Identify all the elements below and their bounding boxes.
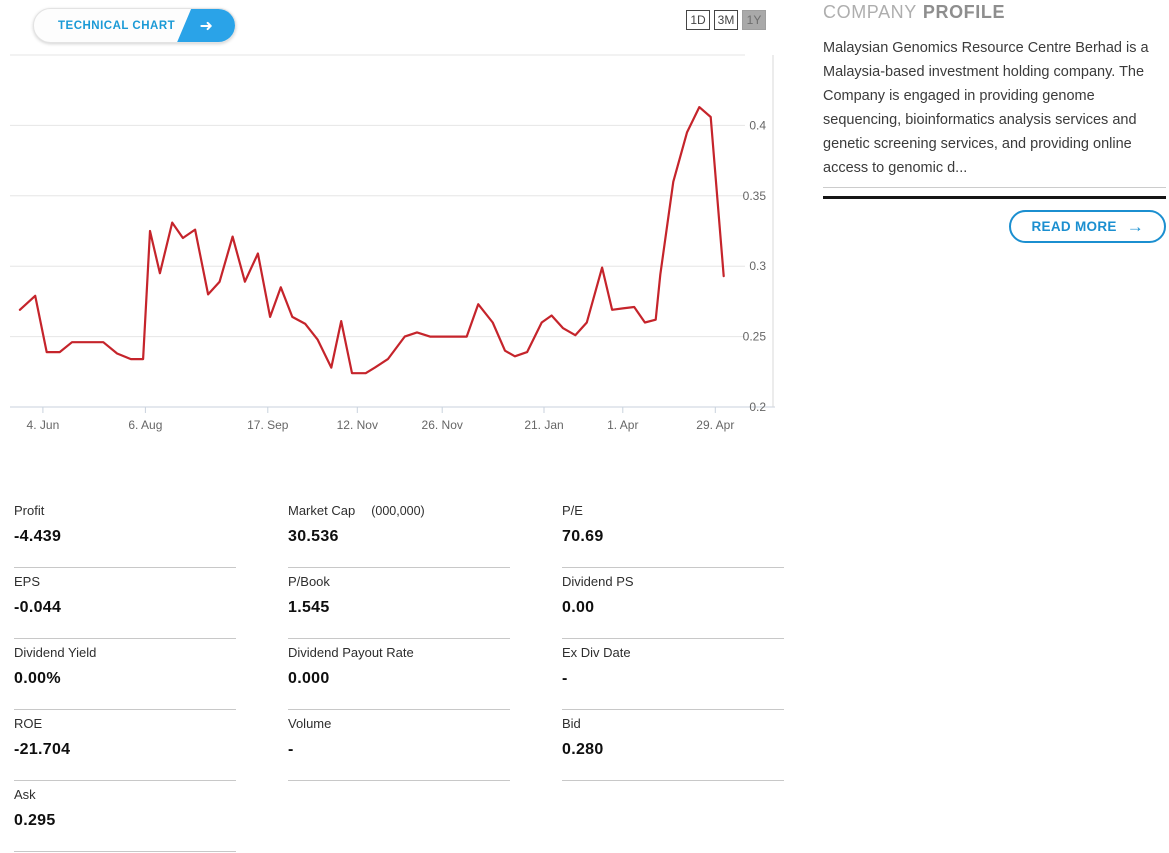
stat-label: Dividend Yield: [14, 645, 97, 660]
price-line: [18, 105, 725, 375]
y-axis-tick-label: 0.2: [749, 400, 766, 414]
stat-value: 0.295: [14, 812, 56, 829]
read-more-row: READ MORE →: [823, 210, 1166, 243]
stat-cell-dividend-ps: Dividend PS 0.00: [562, 568, 784, 639]
stat-value: 1.545: [288, 599, 330, 616]
stat-label: P/E: [562, 503, 583, 518]
read-more-label: READ MORE: [1031, 219, 1117, 234]
y-axis-tick-label: 0.35: [743, 189, 767, 203]
stat-label: ROE: [14, 716, 43, 731]
stat-cell-eps: EPS -0.044: [14, 568, 236, 639]
range-button-1y[interactable]: 1Y: [742, 10, 766, 30]
stat-cell-dividend-yield: Dividend Yield 0.00%: [14, 639, 236, 710]
stat-label: Ex Div Date: [562, 645, 631, 660]
stat-label: P/Book: [288, 574, 330, 589]
stat-label-suffix: (000,000): [371, 504, 425, 518]
stats-grid: Profit -4.439 Market Cap (000,000) 30.536 P/E…: [14, 497, 784, 852]
stat-cell-dividend-payout-rate: Dividend Payout Rate 0.000: [288, 639, 510, 710]
stat-label: Market Cap (000,000): [288, 503, 425, 518]
stat-value: -: [562, 670, 568, 687]
x-axis-tick-label: 4. Jun: [27, 418, 60, 432]
stat-label: Profit: [14, 503, 45, 518]
stat-value: 70.69: [562, 528, 604, 545]
x-axis-tick-label: 26. Nov: [422, 418, 463, 432]
range-button-1d[interactable]: 1D: [686, 10, 710, 30]
stat-value: 0.000: [288, 670, 330, 687]
stat-value: 0.00%: [14, 670, 61, 687]
x-axis-tick-label: 29. Apr: [696, 418, 734, 432]
profile-description: Malaysian Genomics Resource Centre Berha…: [823, 40, 1149, 176]
stat-cell-ask: Ask 0.295: [14, 781, 236, 852]
read-more-button[interactable]: READ MORE →: [1009, 210, 1166, 243]
x-axis-tick-label: 1. Apr: [607, 418, 638, 432]
stat-cell-p-e: P/E 70.69: [562, 497, 784, 568]
y-axis-tick-label: 0.3: [749, 259, 766, 273]
x-axis-tick-label: 6. Aug: [128, 418, 162, 432]
x-axis-tick-label: 21. Jan: [524, 418, 563, 432]
arrow-right-icon: →: [1126, 216, 1144, 236]
price-chart[interactable]: 0.2 0.25 0.3 0.35 0.4 4. Jun 6. Aug 17. Sep 12. …: [0, 45, 795, 437]
range-button-3m[interactable]: 3M: [714, 10, 738, 30]
stat-cell-roe: ROE -21.704: [14, 710, 236, 781]
stat-value: -0.044: [14, 599, 62, 616]
stat-label: Dividend PS: [562, 574, 634, 589]
stat-cell-market-cap: Market Cap (000,000) 30.536: [288, 497, 510, 568]
stat-cell-ex-div-date: Ex Div Date -: [562, 639, 784, 710]
stat-value: 30.536: [288, 528, 339, 545]
stat-label: Dividend Payout Rate: [288, 645, 414, 660]
technical-chart-label: TECHNICAL CHART: [58, 19, 176, 32]
divider-thin: [823, 187, 1166, 188]
x-axis-tick-label: 12. Nov: [337, 418, 378, 432]
stat-cell-empty: [562, 781, 784, 852]
stat-cell-profit: Profit -4.439: [14, 497, 236, 568]
profile-title-bold: PROFILE: [922, 2, 1006, 22]
stat-cell-volume: Volume -: [288, 710, 510, 781]
range-button-group: 1D 3M 1Y: [686, 10, 766, 30]
divider-thick: [823, 196, 1166, 199]
stat-label: Ask: [14, 787, 36, 802]
stat-cell-p-book: P/Book 1.545: [288, 568, 510, 639]
stat-label: EPS: [14, 574, 41, 589]
stat-cell-empty: [288, 781, 510, 852]
stat-value: -: [288, 741, 294, 758]
profile-title-light: COMPANY: [823, 2, 917, 22]
y-axis-tick-label: 0.4: [749, 118, 766, 132]
profile-title: COMPANY PROFILE: [823, 2, 1166, 23]
technical-chart-button[interactable]: TECHNICAL CHART ➜: [33, 8, 237, 43]
stat-cell-bid: Bid 0.280: [562, 710, 784, 781]
stat-label: Bid: [562, 716, 581, 731]
company-profile-panel: COMPANY PROFILE Malaysian Genomics Resour…: [823, 0, 1166, 243]
x-axis-tick-label: 17. Sep: [247, 418, 289, 432]
stat-value: 0.00: [562, 599, 595, 616]
y-axis-tick-label: 0.25: [743, 330, 767, 344]
stat-value: 0.280: [562, 741, 604, 758]
stat-value: -21.704: [14, 741, 71, 758]
stat-value: -4.439: [14, 528, 62, 545]
stat-label: Volume: [288, 716, 332, 731]
